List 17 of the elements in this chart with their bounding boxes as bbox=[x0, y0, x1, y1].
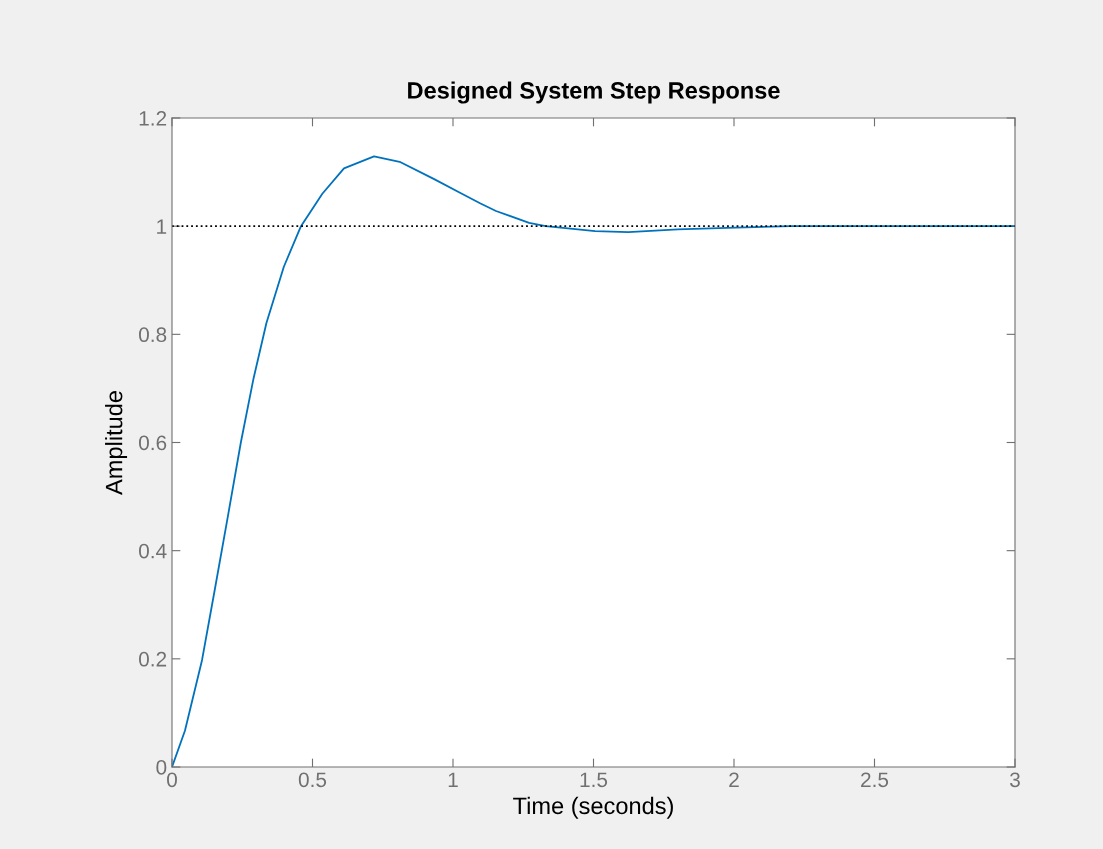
x-tick-label: 1 bbox=[448, 772, 458, 787]
y-tick-label: 1.2 bbox=[139, 111, 167, 126]
y-tick-label: 0 bbox=[156, 760, 167, 775]
x-tick-label: 2.5 bbox=[861, 772, 889, 788]
x-tick-label: 1.5 bbox=[580, 772, 608, 788]
x-tick-label: 0.5 bbox=[298, 772, 327, 788]
y-tick-label: 1 bbox=[157, 219, 167, 234]
y-tick-label: 0.8 bbox=[138, 327, 167, 343]
y-tick-label: 0.4 bbox=[138, 543, 167, 559]
chart-title: Designed System Step Response bbox=[408, 81, 780, 104]
x-tick-label: 0 bbox=[167, 772, 177, 788]
x-tick-label: 3 bbox=[1010, 772, 1020, 788]
y-tick-label: 0.2 bbox=[138, 651, 167, 667]
y-axis-title: Amplitude bbox=[105, 391, 128, 495]
x-axis-title: Time (seconds) bbox=[513, 796, 673, 819]
y-tick-label: 0.6 bbox=[138, 435, 167, 451]
x-tick-label: 2 bbox=[729, 772, 739, 787]
